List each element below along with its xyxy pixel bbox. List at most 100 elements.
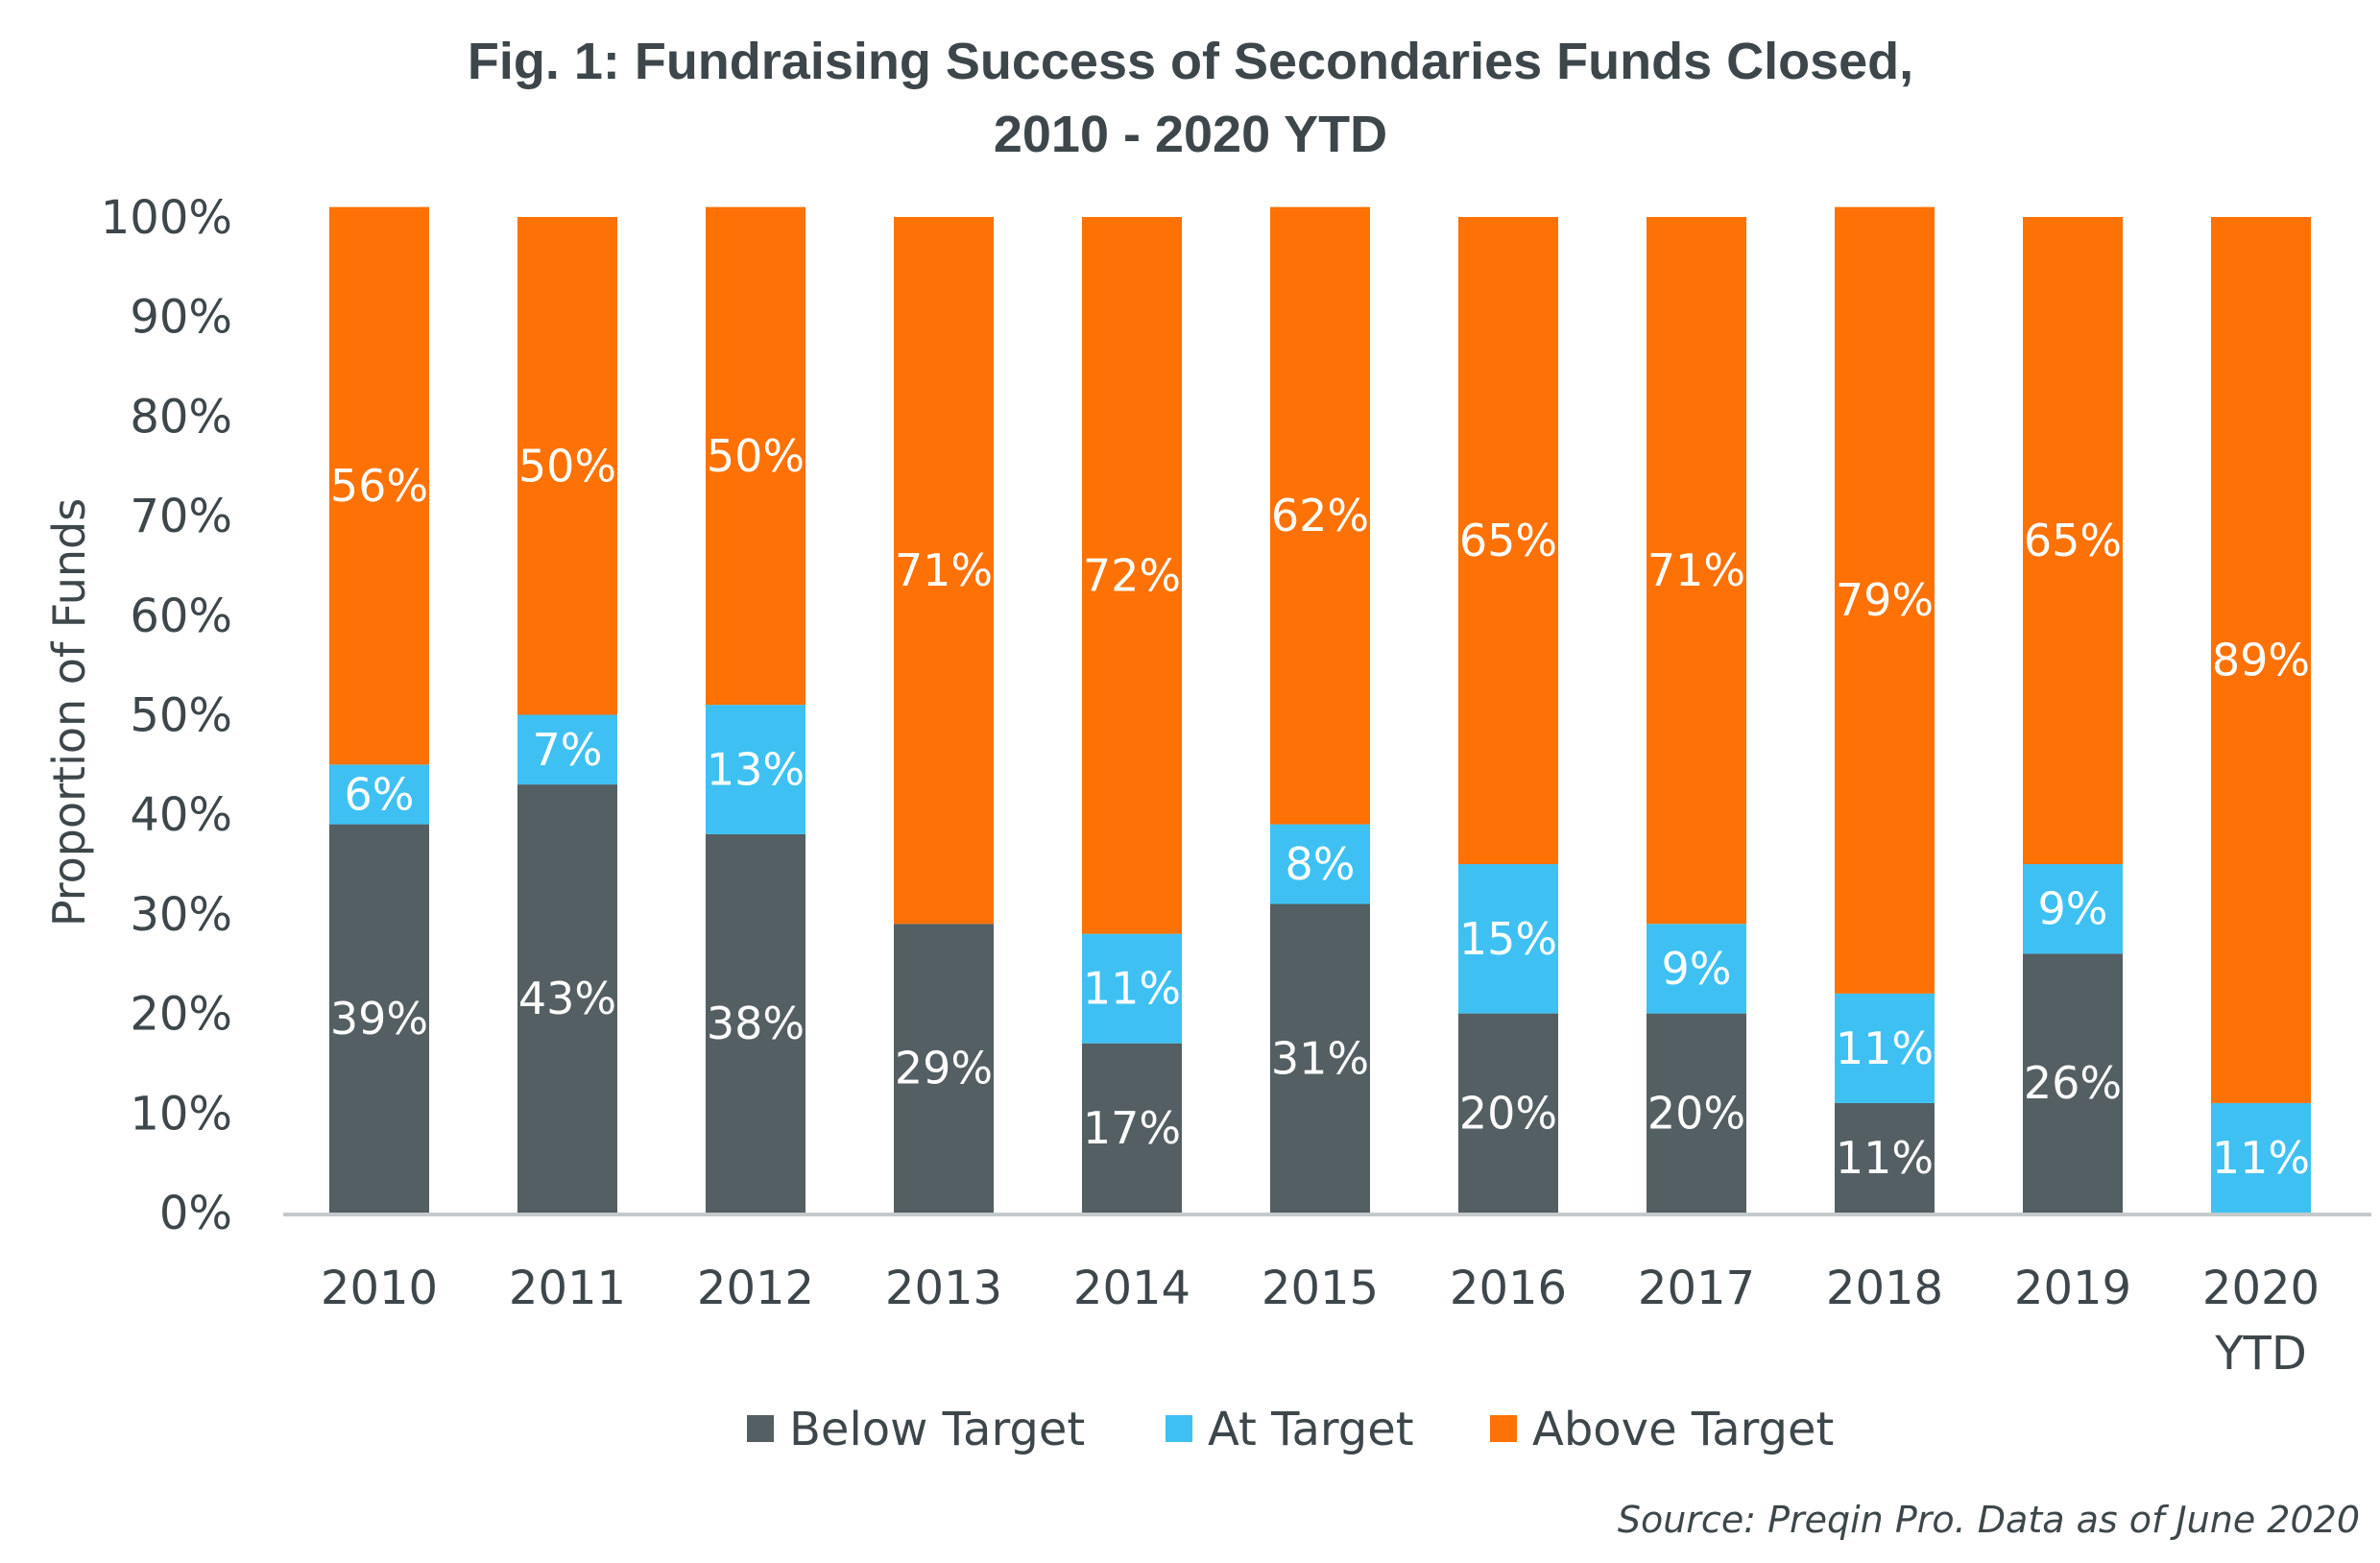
bar-data-label: 13% [707, 744, 805, 796]
bar-data-label: 65% [2024, 515, 2122, 566]
y-tick-label: 60% [130, 589, 232, 643]
legend-swatch-above-target [1490, 1415, 1517, 1442]
bar-data-label: 71% [1647, 544, 1745, 596]
bar-data-label: 79% [1836, 574, 1934, 626]
bar-segment-above-target [1647, 217, 1746, 925]
bar-segment-above-target [1835, 206, 1935, 994]
bar-segment-above-target [517, 217, 617, 715]
bar-data-label: 6% [345, 768, 415, 820]
y-tick-label: 20% [130, 988, 232, 1042]
bar-segment-below-target [1647, 1013, 1746, 1213]
x-tick-label: 2013 [885, 1262, 1002, 1315]
y-tick-label: 100% [101, 191, 232, 245]
x-tick-label: 2012 [697, 1262, 814, 1315]
bar-data-label: 62% [1271, 490, 1369, 541]
bar-segment-at-target [1270, 824, 1370, 904]
bar-segment-above-target [1082, 217, 1182, 934]
bar-segment-at-target [517, 714, 617, 785]
x-tick-label: 2020 [2202, 1262, 2320, 1315]
bar-data-label: 29% [895, 1043, 993, 1094]
x-tick-label: 2018 [1826, 1262, 1943, 1315]
x-tick-label: YTD [2214, 1327, 2307, 1381]
segment-data-labels: 39% 6% 56% 43% 7% 50% 38% 13% 50% 29% 71% 17% 11% 72%… [330, 430, 2310, 1184]
bar-data-label: 26% [2024, 1057, 2122, 1109]
y-tick-label: 30% [130, 888, 232, 942]
y-tick-label: 10% [130, 1087, 232, 1141]
bar-data-label: 72% [1083, 549, 1181, 601]
bar-segment-at-target [1647, 924, 1746, 1014]
bar-segment-below-target [1458, 1013, 1558, 1213]
bar-data-label: 11% [2212, 1132, 2310, 1184]
x-tick-label: 2010 [321, 1262, 438, 1315]
bar-segment-below-target [1082, 1043, 1182, 1213]
bar-segment-at-target [2023, 864, 2123, 954]
bar-segment-above-target [2211, 217, 2311, 1103]
bar-segment-at-target [1458, 864, 1558, 1014]
bar-data-label: 8% [1286, 838, 1356, 890]
y-tick-label: 90% [130, 291, 232, 345]
chart-title-line-1: Fig. 1: Fundraising Success of Secondari… [468, 33, 1913, 90]
chart-title-line-2: 2010 - 2020 YTD [994, 106, 1387, 163]
bar-data-label: 11% [1083, 963, 1181, 1015]
bar-data-label: 15% [1459, 913, 1557, 965]
bar-segment-below-target [894, 924, 994, 1213]
source-note: Source: Preqin Pro. Data as of June 2020 [1618, 1499, 2360, 1541]
bar-data-label: 39% [330, 993, 428, 1045]
x-tick-label: 2019 [2014, 1262, 2131, 1315]
bar-data-label: 89% [2212, 634, 2310, 685]
bar-segment-above-target [329, 206, 429, 765]
bar-data-label: 7% [533, 724, 603, 776]
x-axis-category-labels: 2010 2011 2012 2013 2014 2015 2016 2017 2018 2019… [321, 1262, 2320, 1381]
bar-data-label: 71% [895, 544, 993, 596]
bar-segment-below-target [706, 833, 805, 1213]
bar-data-label: 11% [1836, 1022, 1934, 1074]
legend-label: At Target [1208, 1403, 1414, 1456]
x-tick-label: 2011 [509, 1262, 626, 1315]
legend-label: Above Target [1532, 1403, 1834, 1456]
bar-segment-at-target [706, 705, 805, 834]
y-tick-label: 0% [159, 1187, 232, 1240]
y-tick-label: 50% [130, 689, 232, 743]
x-tick-label: 2015 [1262, 1262, 1379, 1315]
bar-data-label: 50% [707, 430, 805, 482]
bar-data-label: 65% [1459, 515, 1557, 566]
y-axis-title: Proportion of Funds [43, 498, 95, 926]
bar-data-label: 56% [330, 460, 428, 512]
x-tick-label: 2017 [1638, 1262, 1755, 1315]
x-tick-label: 2016 [1450, 1262, 1567, 1315]
bar-segment-at-target [1835, 993, 1935, 1103]
legend-swatch-below-target [747, 1415, 774, 1442]
bar-data-label: 20% [1647, 1087, 1745, 1139]
x-tick-label: 2014 [1073, 1262, 1190, 1315]
bar-data-label: 17% [1083, 1102, 1181, 1154]
bar-data-label: 31% [1271, 1032, 1369, 1084]
bar-data-label: 38% [707, 998, 805, 1049]
bar-segment-below-target [1270, 903, 1370, 1213]
bar-data-label: 50% [518, 440, 616, 492]
bar-segment-below-target [2023, 953, 2123, 1213]
bar-segment-at-target [2211, 1102, 2311, 1213]
bar-segment-at-target [1082, 933, 1182, 1044]
bar-segment-above-target [894, 217, 994, 925]
bar-data-label: 43% [518, 973, 616, 1024]
bar-data-label: 20% [1459, 1087, 1557, 1139]
legend: Below Target At Target Above Target [747, 1403, 1834, 1456]
bar-stacks [329, 206, 2311, 1213]
y-tick-label: 80% [130, 390, 232, 444]
bar-data-label: 9% [2038, 883, 2108, 935]
bar-segment-above-target [1270, 206, 1370, 825]
y-axis-ticks: 0% 10% 20% 30% 40% 50% 60% 70% 80% 90% 100% [101, 191, 232, 1240]
y-tick-label: 70% [130, 490, 232, 543]
bar-segment-below-target [1835, 1102, 1935, 1213]
bar-segment-below-target [517, 784, 617, 1213]
bar-data-label: 11% [1836, 1132, 1934, 1184]
bar-segment-above-target [1458, 217, 1558, 865]
bar-data-label: 9% [1662, 943, 1732, 995]
bar-segment-above-target [2023, 217, 2123, 865]
y-tick-label: 40% [130, 788, 232, 842]
legend-label: Below Target [789, 1403, 1085, 1456]
bar-segment-below-target [329, 824, 429, 1213]
bar-segment-at-target [329, 764, 429, 825]
legend-swatch-at-target [1166, 1415, 1192, 1442]
